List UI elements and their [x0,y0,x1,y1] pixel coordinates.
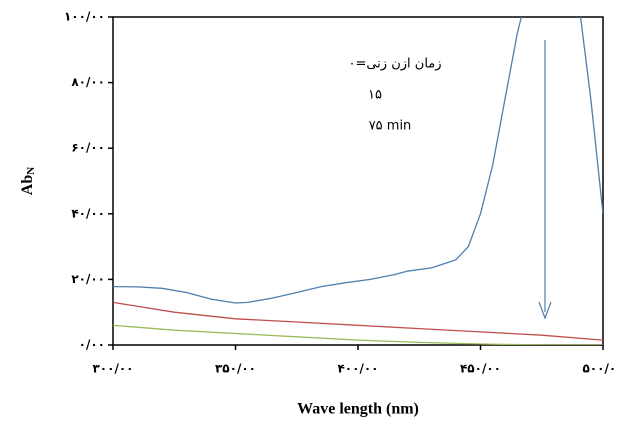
y-tick-label: ۴۰/۰۰ [71,206,105,220]
y-axis-label: AbN [19,167,37,195]
x-tick-label: ۳۵۰/۰۰ [215,362,256,376]
plot-lines [113,17,603,345]
annotation-arrowhead [538,301,552,320]
y-tick-label: ۸۰/۰۰ [71,75,105,89]
series-line [113,301,603,341]
series-line [113,17,603,304]
legend-label: ۱۵ [368,88,382,103]
y-tick-label: ۲۰/۰۰ [71,272,105,286]
x-tick-label: ۴۰۰/۰۰ [337,362,378,376]
x-tick-label: ۴۵۰/۰۰ [460,362,501,376]
y-tick-label: ۶۰/۰۰ [71,141,105,155]
y-tick-label: ۰/۰۰ [79,338,105,352]
legend-label: ۷۵ min [369,119,412,134]
series-line [113,324,603,345]
x-axis-label: Wave length (nm) [297,401,419,418]
legend-label: ۰=زمان ازن زنی [348,57,441,72]
y-tick-label: ۱۰۰/۰۰ [64,10,105,24]
y-label-main: Ab [19,175,36,196]
x-tick-label: ۳۰۰/۰۰ [92,362,133,376]
y-label-sub: N [25,167,37,175]
x-tick-label: ۵۰۰/۰۰ [582,362,618,376]
